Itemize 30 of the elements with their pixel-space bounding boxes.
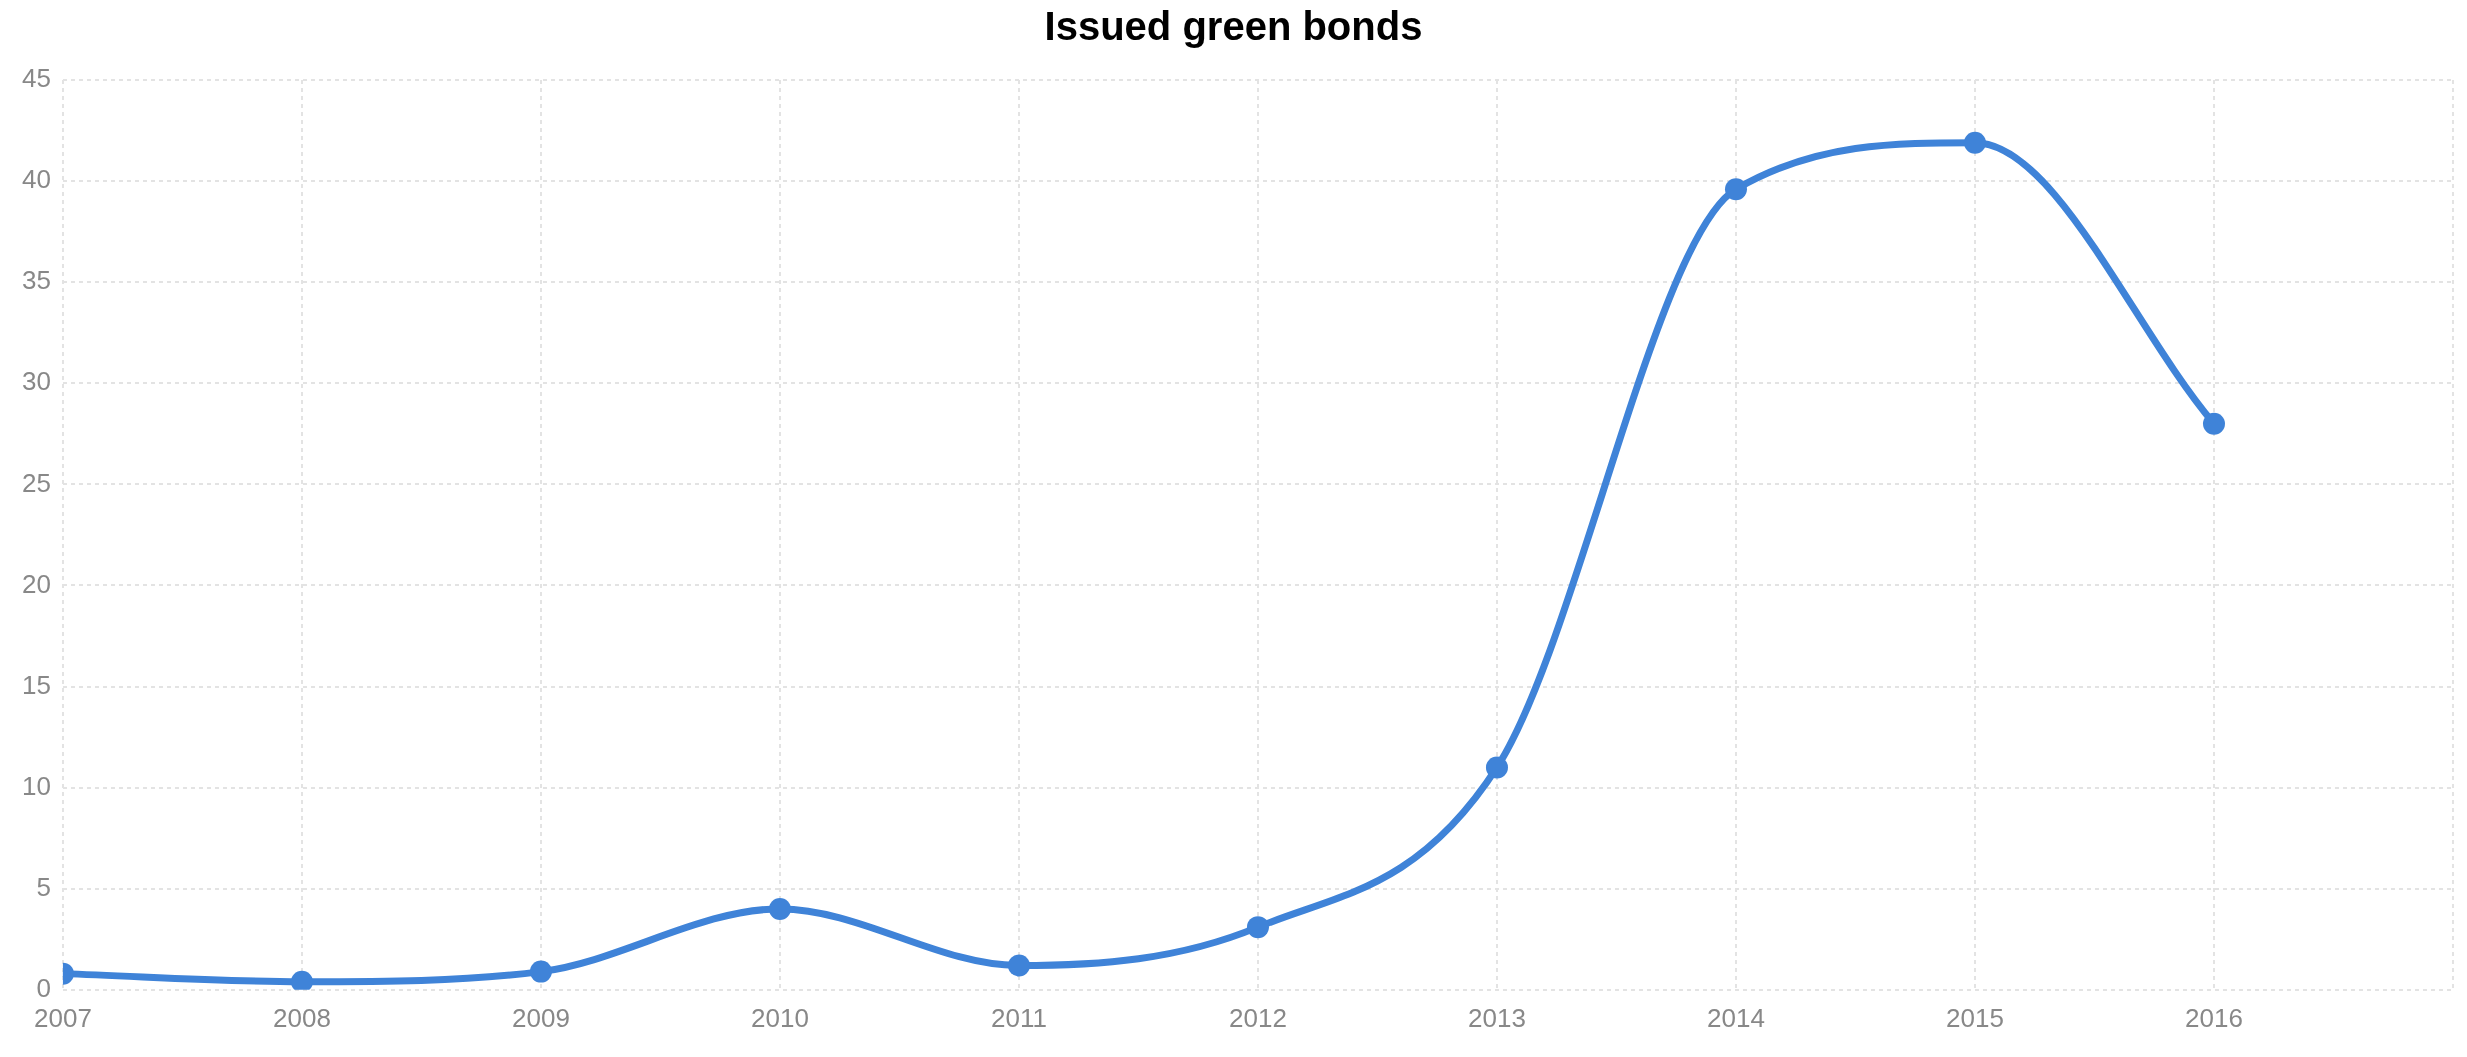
y-tick-label: 10 (22, 770, 51, 801)
x-tick-label: 2013 (1468, 1002, 1526, 1033)
y-tick-label: 5 (36, 871, 51, 902)
y-tick-label: 35 (22, 265, 51, 296)
y-tick-label: 15 (22, 669, 51, 700)
x-tick-label: 2009 (512, 1002, 570, 1033)
x-tick-label: 2016 (2185, 1002, 2243, 1033)
point (529, 960, 552, 983)
chart-title: Issued green bonds (1043, 4, 1424, 49)
point (1963, 131, 1986, 154)
point (1724, 178, 1747, 201)
y-tick-label: 30 (22, 366, 51, 397)
point (2202, 412, 2225, 435)
x-tick-label: 2008 (273, 1002, 331, 1033)
x-tick-label: 2010 (751, 1002, 809, 1033)
point (1246, 916, 1269, 939)
point (1485, 756, 1508, 779)
x-tick-label: 2015 (1946, 1002, 2004, 1033)
y-tick-label: 45 (22, 63, 51, 94)
y-tick-label: 40 (22, 164, 51, 195)
y-tick-label: 25 (22, 467, 51, 498)
point (290, 970, 313, 990)
x-tick-label: 2007 (34, 1002, 92, 1033)
point (1007, 954, 1030, 977)
x-tick-label: 2012 (1229, 1002, 1287, 1033)
y-tick-label: 0 (36, 972, 51, 1003)
y-tick-label: 20 (22, 568, 51, 599)
x-tick-label: 2011 (990, 1002, 1047, 1033)
point (768, 897, 791, 920)
x-tick-label: 2014 (1707, 1002, 1765, 1033)
